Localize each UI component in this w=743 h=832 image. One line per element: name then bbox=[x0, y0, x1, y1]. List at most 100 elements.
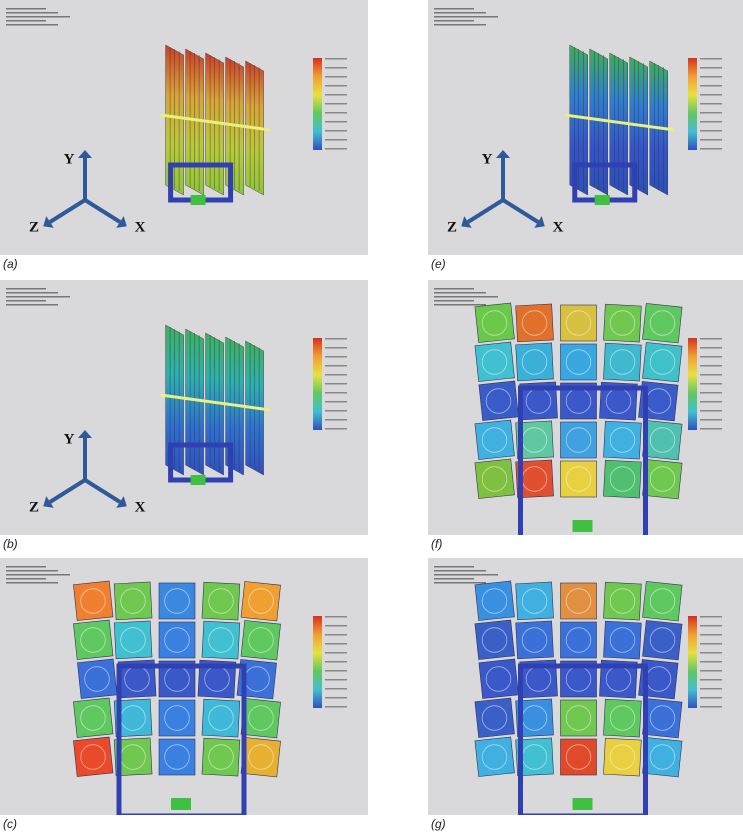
solar-panel bbox=[603, 621, 641, 659]
legend-tick-text bbox=[700, 130, 722, 132]
legend-bar bbox=[313, 58, 322, 150]
legend-bar bbox=[688, 58, 697, 150]
legend-tick-text bbox=[700, 661, 722, 663]
arrow-head bbox=[78, 430, 92, 438]
legend-tick-text bbox=[700, 347, 722, 349]
legend-tick-text bbox=[325, 679, 347, 681]
legend-tick-text bbox=[325, 374, 347, 376]
legend-tick-text bbox=[325, 410, 347, 412]
axis-label: X bbox=[135, 499, 146, 515]
legend-tick-text bbox=[700, 652, 722, 654]
solar-panel bbox=[642, 620, 682, 660]
solar-panel bbox=[73, 581, 113, 621]
simulation-panel bbox=[0, 558, 368, 815]
legend-tick-text bbox=[700, 428, 722, 430]
solar-panel bbox=[475, 620, 515, 660]
axis-arrow bbox=[50, 480, 85, 502]
solar-panel bbox=[202, 621, 240, 659]
legend-tick-text bbox=[700, 670, 722, 672]
header-line bbox=[434, 288, 474, 290]
header-line bbox=[434, 570, 486, 572]
legend-tick-text bbox=[325, 94, 347, 96]
axis-label: Z bbox=[29, 219, 39, 235]
legend-tick-text bbox=[325, 130, 347, 132]
panel-graphic bbox=[428, 558, 743, 815]
panel-label: (a) bbox=[3, 257, 18, 271]
header-line bbox=[434, 24, 486, 26]
base bbox=[191, 475, 206, 485]
header-line bbox=[434, 12, 486, 14]
legend-tick-text bbox=[325, 670, 347, 672]
solar-panel bbox=[73, 698, 113, 738]
header-line bbox=[6, 574, 70, 576]
panel-label: (g) bbox=[431, 817, 446, 831]
simulation-panel bbox=[428, 558, 743, 815]
solar-panel bbox=[642, 342, 682, 382]
legend-tick-text bbox=[325, 625, 347, 627]
legend-tick-text bbox=[700, 383, 722, 385]
solar-panel bbox=[516, 304, 554, 342]
legend-tick-text bbox=[700, 643, 722, 645]
solar-panel bbox=[475, 342, 515, 382]
legend-tick-text bbox=[700, 139, 722, 141]
header-line bbox=[6, 570, 58, 572]
legend-tick-text bbox=[325, 634, 347, 636]
legend-tick-text bbox=[325, 428, 347, 430]
legend-tick-text bbox=[700, 67, 722, 69]
legend-tick-text bbox=[700, 76, 722, 78]
solar-panel bbox=[241, 620, 281, 660]
header-line bbox=[6, 12, 58, 14]
panel-graphic bbox=[428, 280, 743, 535]
solar-panel bbox=[642, 581, 682, 621]
solar-panel bbox=[516, 582, 554, 620]
header-line bbox=[434, 578, 474, 580]
legend-tick-text bbox=[325, 67, 347, 69]
legend-tick-text bbox=[700, 697, 722, 699]
solar-panel bbox=[603, 738, 641, 776]
legend-tick-text bbox=[325, 652, 347, 654]
header-line bbox=[434, 566, 474, 568]
legend-bar bbox=[313, 616, 322, 708]
header-line bbox=[6, 20, 46, 22]
axis-arrow bbox=[50, 200, 85, 222]
legend-tick-text bbox=[700, 356, 722, 358]
solar-panel bbox=[642, 420, 682, 460]
header-line bbox=[6, 16, 70, 18]
legend-tick-text bbox=[325, 401, 347, 403]
legend-tick-text bbox=[700, 410, 722, 412]
header-line bbox=[434, 292, 486, 294]
header-line bbox=[6, 288, 46, 290]
solar-panel bbox=[516, 343, 554, 381]
legend-tick-text bbox=[325, 383, 347, 385]
header-line bbox=[6, 566, 46, 568]
header-line bbox=[434, 16, 498, 18]
legend-tick-text bbox=[700, 706, 722, 708]
solar-panel bbox=[241, 581, 281, 621]
axis-label: Z bbox=[29, 499, 39, 515]
solar-panel bbox=[603, 304, 641, 342]
solar-panel bbox=[516, 621, 554, 659]
axis-label: X bbox=[135, 219, 146, 235]
solar-panel bbox=[475, 698, 515, 738]
base bbox=[595, 195, 610, 205]
legend-tick-text bbox=[700, 616, 722, 618]
legend-tick-text bbox=[700, 85, 722, 87]
legend-tick-text bbox=[700, 688, 722, 690]
axis-arrow bbox=[85, 480, 120, 502]
simulation-panel: YZX bbox=[0, 0, 368, 255]
legend-bar bbox=[688, 616, 697, 708]
legend-tick-text bbox=[700, 392, 722, 394]
panel-graphic: YZX bbox=[0, 0, 368, 255]
legend-tick-text bbox=[325, 58, 347, 60]
header-line bbox=[6, 300, 46, 302]
legend-tick-text bbox=[700, 401, 722, 403]
legend-tick-text bbox=[700, 625, 722, 627]
panel-graphic bbox=[0, 558, 368, 815]
header-line bbox=[434, 582, 486, 584]
legend-tick-text bbox=[700, 679, 722, 681]
solar-panel bbox=[475, 303, 515, 343]
legend-tick-text bbox=[325, 706, 347, 708]
solar-panel bbox=[114, 621, 152, 659]
